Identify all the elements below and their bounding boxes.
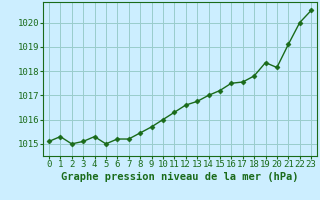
- X-axis label: Graphe pression niveau de la mer (hPa): Graphe pression niveau de la mer (hPa): [61, 172, 299, 182]
